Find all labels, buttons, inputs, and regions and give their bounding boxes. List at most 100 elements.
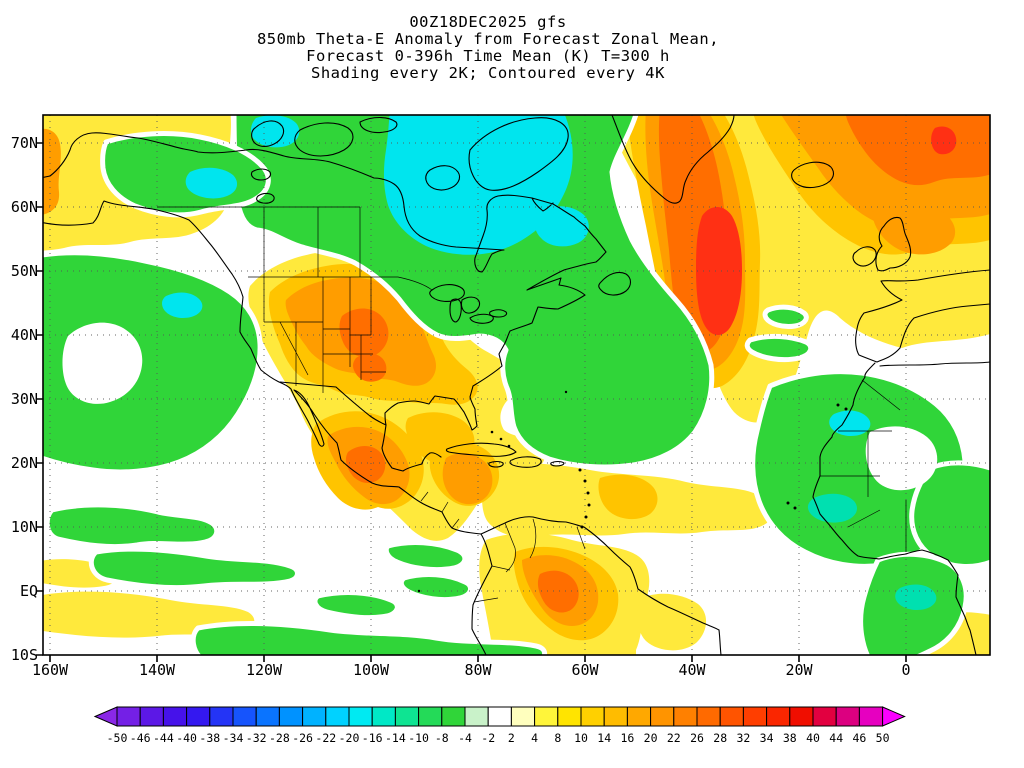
coast-baffin-island — [468, 117, 569, 191]
cyan-alaska-spot — [185, 167, 238, 199]
colorbar-label--50: -50 — [107, 731, 128, 745]
green-azores-streak-2 — [762, 304, 809, 329]
antilles-dot — [583, 479, 587, 483]
coast-hispaniola — [509, 456, 542, 468]
colorbar-label--2: -2 — [481, 731, 495, 745]
teal-guinea-spot — [895, 584, 937, 610]
green-ecuador-streak-1 — [383, 540, 468, 573]
colorbar-label--40: -40 — [176, 731, 197, 745]
cyan-arctic-spot — [250, 115, 300, 148]
cyan-quebec-tongue — [534, 206, 589, 247]
colorbar-label--8: -8 — [435, 731, 449, 745]
colorbar-segment — [255, 706, 280, 727]
colorbar-label-38: 38 — [783, 731, 797, 745]
colorbar-label--44: -44 — [153, 731, 174, 745]
map-frame — [42, 114, 991, 656]
us-canada-state-lines — [157, 206, 433, 393]
y-axis-label-EQ: EQ — [19, 582, 38, 600]
coast-devon-island — [359, 116, 398, 134]
white-hole-sahara — [865, 426, 938, 491]
green-canada-west-atlantic — [231, 115, 715, 470]
central-america-borders — [420, 491, 460, 529]
colorbar-segment — [162, 706, 188, 727]
x-axis-label-140W: 140W — [138, 661, 176, 679]
colorbar-label-50: 50 — [876, 731, 890, 745]
colorbar-label--26: -26 — [292, 731, 313, 745]
colorbar-segment — [673, 706, 698, 727]
colorbar-label-10: 10 — [574, 731, 588, 745]
y-axis-label-30N: 30N — [10, 390, 38, 408]
colorbar-segment — [394, 706, 420, 727]
colorbar-label-2: 2 — [508, 731, 515, 745]
colorbar: -50 -46 -44 -40 -38 -34 -32 -28 -26 -22 -20 -16 -14-… — [93, 706, 906, 745]
orange-west-caribbean — [442, 453, 493, 505]
colorbar-label-46: 46 — [852, 731, 866, 745]
colorbar-label--10: -10 — [408, 731, 429, 745]
colorbar-label-8: 8 — [554, 731, 561, 745]
colorbar-segment — [418, 706, 443, 727]
gold-itcz-spot — [598, 474, 658, 520]
y-axis-label-10N: 10N — [10, 518, 38, 536]
cyan-mauritania-spot — [829, 410, 871, 436]
galapagos-dot — [417, 589, 421, 593]
colorbar-segment — [510, 706, 536, 727]
colorbar-label--22: -22 — [315, 731, 336, 745]
colorbar-label--28: -28 — [269, 731, 290, 745]
colorbar-segment — [348, 706, 373, 727]
colorbar-label-14: 14 — [597, 731, 611, 745]
colorbar-label-34: 34 — [760, 731, 774, 745]
colorbar-segment — [835, 706, 860, 727]
bahamas-dot — [499, 437, 503, 441]
colorbar-segment — [742, 706, 768, 727]
colorbar-segment — [441, 706, 466, 727]
x-axis-label-100W: 100W — [352, 661, 390, 679]
colorbar-segment — [766, 706, 791, 727]
colorbar-segment — [232, 706, 257, 727]
bermuda-dot — [564, 390, 568, 394]
white-hole-pacific — [62, 322, 143, 404]
colorbar-segment — [650, 706, 675, 727]
coast-victoria-island — [294, 122, 354, 157]
colorbar-label--20: -20 — [339, 731, 360, 745]
y-axis-label-40N: 40N — [10, 326, 38, 344]
green-tropic-pacific-streak-2 — [88, 546, 300, 591]
y-axis-label-20N: 20N — [10, 454, 38, 472]
y-axis-label-60N: 60N — [10, 198, 38, 216]
colorbar-label--14: -14 — [385, 731, 406, 745]
coast-gulf-atlantic — [381, 197, 607, 472]
coast-europe-iberia — [855, 269, 990, 363]
coast-great-lakes — [429, 284, 508, 324]
colorbar-segment — [464, 706, 489, 727]
colorbar-segment — [302, 706, 327, 727]
red-atlantic-core — [696, 207, 742, 335]
coast-puerto-rico — [550, 460, 565, 467]
coast-africa-atlantic — [812, 362, 977, 655]
orange-uk-blob — [872, 203, 956, 255]
shading-red — [696, 126, 957, 335]
title-line-2: 850mb Theta-E Anomaly from Forecast Zona… — [256, 30, 720, 48]
colorbar-segment — [534, 706, 559, 727]
colorbar-label-40: 40 — [806, 731, 820, 745]
deep-orange-mexico-spot — [345, 446, 386, 484]
cyan-pacific-spot — [162, 292, 203, 318]
colorbar-label--4: -4 — [458, 731, 472, 745]
gridlines — [43, 115, 990, 655]
x-axis-label-0: 0 — [901, 661, 911, 679]
title-line-1: 00Z18DEC2025 gfs — [409, 13, 567, 31]
x-axis-label-40W: 40W — [678, 661, 706, 679]
coast-banks-island — [251, 120, 285, 147]
colorbar-segment — [696, 706, 721, 727]
coast-hudson-arctic-alaska — [43, 132, 533, 273]
red-northeast-speck — [931, 126, 957, 155]
colorbar-segment — [858, 706, 884, 727]
antilles-dot — [586, 491, 590, 495]
y-axis-label-10S: 10S — [10, 646, 38, 664]
map-frame-group — [36, 114, 991, 662]
colorbar-segment — [487, 706, 512, 727]
colorbar-segment — [719, 706, 744, 727]
colorbar-left-arrow — [93, 706, 118, 727]
colorbar-label-44: 44 — [829, 731, 843, 745]
colorbar-segment — [812, 706, 837, 727]
gridline-verticals — [49, 115, 907, 655]
